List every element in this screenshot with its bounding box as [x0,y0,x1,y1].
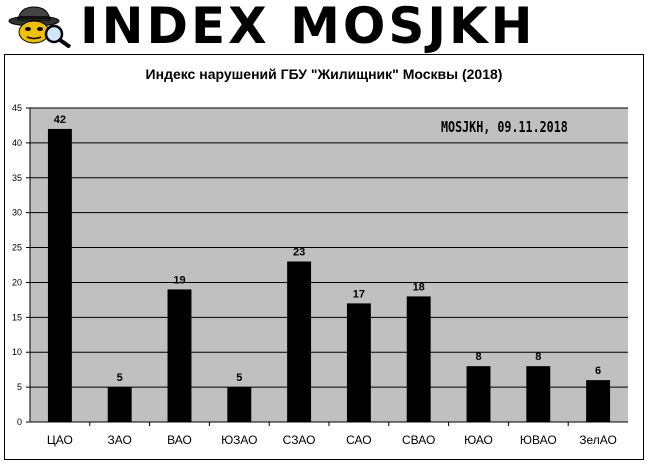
bar-value-label: 8 [475,351,481,363]
y-tick-label: 5 [17,382,22,392]
y-tick-label: 45 [12,103,22,113]
bar-value-label: 23 [293,247,305,259]
bar-value-label: 5 [236,372,242,384]
bar [526,366,551,422]
x-tick-label: ЮАО [464,433,493,447]
bar-value-label: 18 [413,281,425,293]
bar [586,380,611,422]
bar [406,296,431,422]
x-tick-label: СВАО [402,433,435,447]
bar [47,128,72,422]
spy-detective-icon [8,6,72,48]
y-tick-label: 40 [12,138,22,148]
banner: INDEX MOSJKH [0,0,650,52]
y-tick-label: 35 [12,173,22,183]
bar [107,387,132,422]
bar-value-label: 8 [535,351,541,363]
bar-value-label: 5 [117,372,123,384]
bar [167,289,192,422]
y-tick-label: 0 [17,417,22,427]
bar-value-label: 42 [54,114,66,126]
x-tick-label: ЦАО [47,433,73,447]
y-tick-label: 30 [12,208,22,218]
x-tick-label: ЗАО [108,433,132,447]
y-tick-label: 10 [12,347,22,357]
bar-value-label: 19 [173,274,185,286]
x-tick-label: ЮВАО [520,433,557,447]
bar [227,387,252,422]
x-tick-label: ЗелАО [579,433,617,447]
bar-value-label: 6 [595,365,601,377]
x-tick-label: СЗАО [283,433,316,447]
y-tick-label: 25 [12,243,22,253]
x-tick-label: ВАО [167,433,192,447]
bar [287,261,312,422]
watermark-text: MOSJKH, 09.11.2018 [441,118,568,136]
x-tick-label: САО [346,433,371,447]
banner-title: INDEX MOSJKH [80,0,536,55]
bar [346,303,371,422]
x-tick-label: ЮЗАО [221,433,257,447]
y-tick-label: 20 [12,277,22,287]
bar [466,366,491,422]
chart-title: Индекс нарушений ГБУ "Жилищник" Москвы (… [145,66,503,82]
bar-value-label: 17 [353,288,365,300]
y-tick-label: 15 [12,312,22,322]
